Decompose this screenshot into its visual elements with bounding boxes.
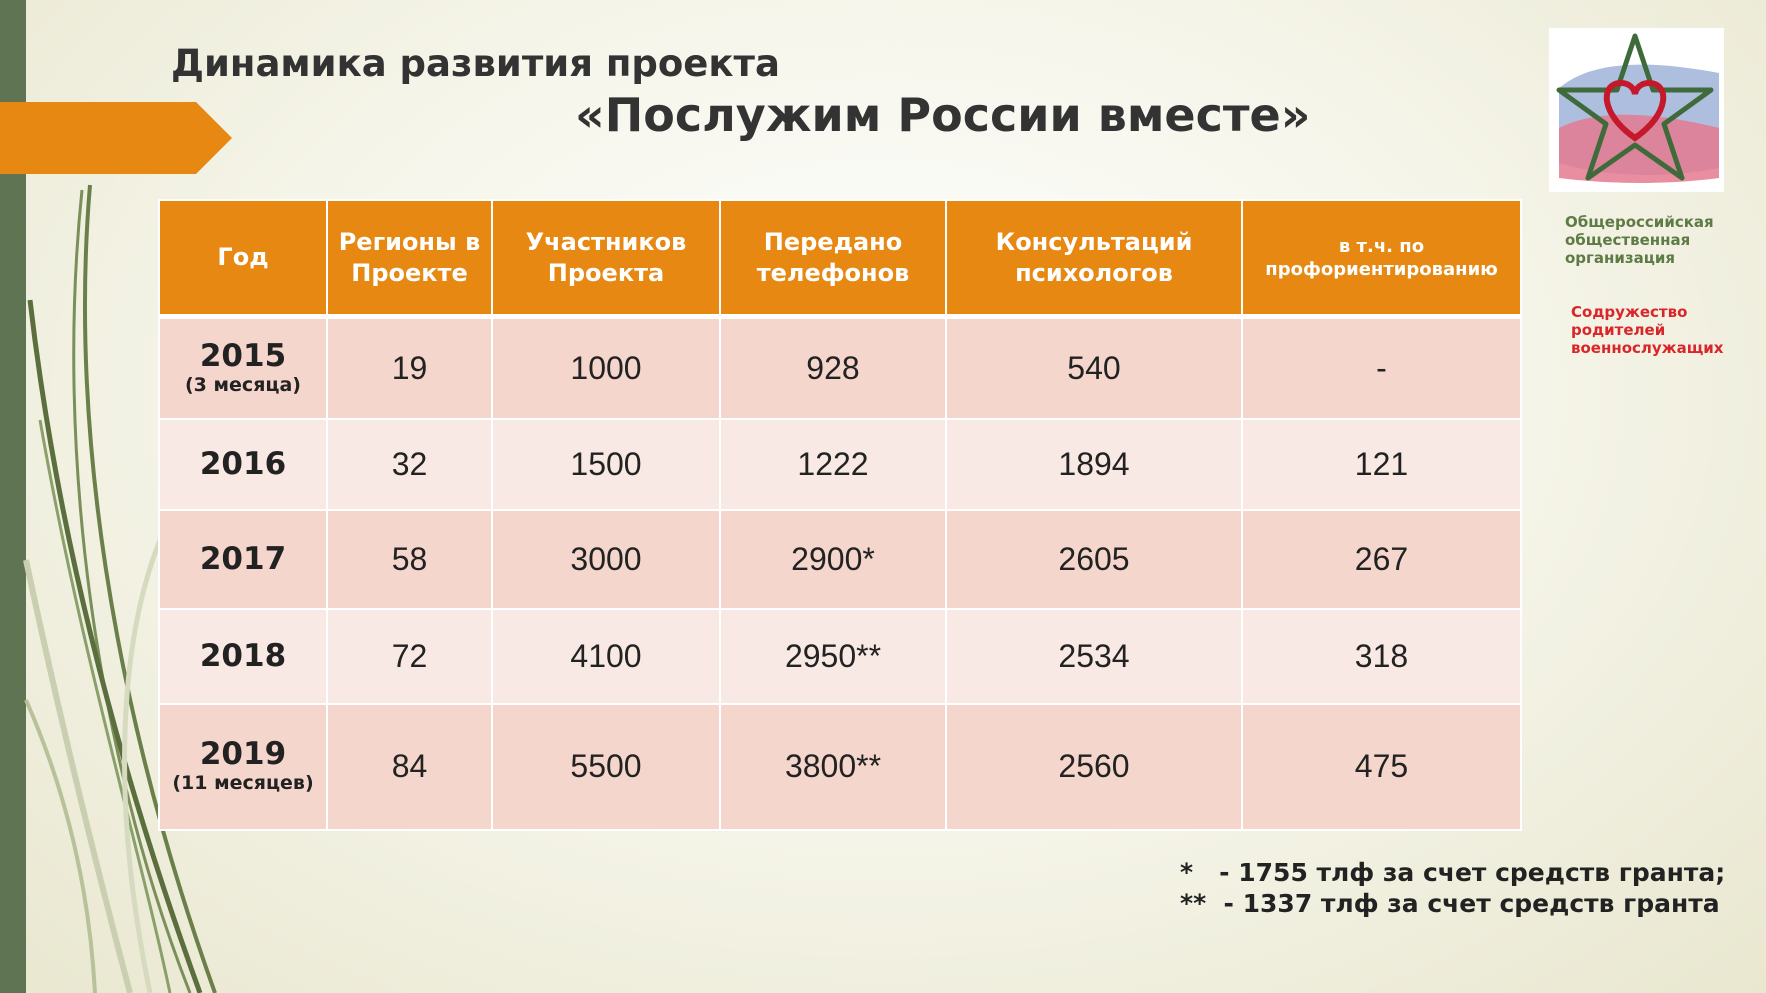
org-type-line: общественная [1565, 231, 1691, 249]
header-career-guidance: в т.ч. по профориентированию [1241, 199, 1522, 319]
orange-arrow-tab [0, 102, 232, 174]
year-value: 2015 [199, 337, 287, 374]
slide-subtitle: «Послужим России вместе» [575, 88, 1311, 142]
year-cell: 2015 (3 месяца) [158, 315, 328, 420]
org-name-line: Содружество [1571, 303, 1688, 321]
regions-cell: 58 [326, 508, 493, 610]
footnote-double-asterisk: ** - 1337 тлф за счет средств гранта [1180, 889, 1720, 918]
regions-cell: 84 [326, 702, 493, 831]
header-participants: Участников Проекта [491, 199, 721, 319]
organization-name: Содружество родителей военнослужащих [1571, 303, 1723, 357]
year-value: 2018 [199, 637, 287, 674]
org-name-line: военнослужащих [1571, 339, 1724, 357]
phones-cell: 2950** [719, 607, 947, 705]
phones-cell: 3800** [719, 702, 947, 831]
header-phones: Передано телефонов [719, 199, 947, 319]
year-cell: 2016 [158, 417, 328, 511]
year-cell: 2017 [158, 508, 328, 610]
table-row: 2018 72 4100 2950** 2534 318 [158, 607, 1522, 705]
table-header-row: Год Регионы в Проекте Участников Проекта… [158, 199, 1522, 319]
regions-cell: 32 [326, 417, 493, 511]
header-year: Год [158, 199, 328, 319]
participants-cell: 1000 [491, 315, 721, 420]
career-cell: 267 [1241, 508, 1522, 610]
organization-logo [1549, 28, 1724, 192]
year-value: 2016 [199, 445, 287, 482]
phones-cell: 928 [719, 315, 947, 420]
table-row: 2017 58 3000 2900* 2605 267 [158, 508, 1522, 610]
participants-cell: 3000 [491, 508, 721, 610]
regions-cell: 72 [326, 607, 493, 705]
year-value: 2017 [199, 540, 287, 577]
regions-cell: 19 [326, 315, 493, 420]
participants-cell: 5500 [491, 702, 721, 831]
org-type-line: организация [1565, 249, 1675, 267]
phones-cell: 2900* [719, 508, 947, 610]
career-cell: - [1241, 315, 1522, 420]
year-note: (3 месяца) [185, 373, 301, 396]
footnote-single-asterisk: * - 1755 тлф за счет средств гранта; [1180, 858, 1726, 887]
year-value: 2019 [199, 736, 287, 772]
participants-cell: 4100 [491, 607, 721, 705]
consultations-cell: 2605 [945, 508, 1243, 610]
consultations-cell: 2534 [945, 607, 1243, 705]
career-cell: 121 [1241, 417, 1522, 511]
project-dynamics-table: Год Регионы в Проекте Участников Проекта… [158, 199, 1522, 831]
consultations-cell: 1894 [945, 417, 1243, 511]
decorative-grass-stalks [23, 184, 217, 993]
year-cell: 2018 [158, 607, 328, 705]
career-cell: 475 [1241, 702, 1522, 831]
consultations-cell: 540 [945, 315, 1243, 420]
year-note: (11 месяцев) [172, 772, 314, 794]
career-cell: 318 [1241, 607, 1522, 705]
header-consultations: Консультаций психологов [945, 199, 1243, 319]
consultations-cell: 2560 [945, 702, 1243, 831]
org-type-line: Общероссийская [1565, 213, 1714, 231]
table-row: 2019 (11 месяцев) 84 5500 3800** 2560 47… [158, 702, 1522, 831]
year-cell: 2019 (11 месяцев) [158, 702, 328, 831]
org-name-line: родителей [1571, 321, 1666, 339]
slide-title: Динамика развития проекта [171, 42, 780, 85]
table-row: 2016 32 1500 1222 1894 121 [158, 417, 1522, 511]
organization-type: Общероссийская общественная организация [1565, 213, 1714, 267]
table-row: 2015 (3 месяца) 19 1000 928 540 - [158, 315, 1522, 420]
phones-cell: 1222 [719, 417, 947, 511]
participants-cell: 1500 [491, 417, 721, 511]
header-regions: Регионы в Проекте [326, 199, 493, 319]
